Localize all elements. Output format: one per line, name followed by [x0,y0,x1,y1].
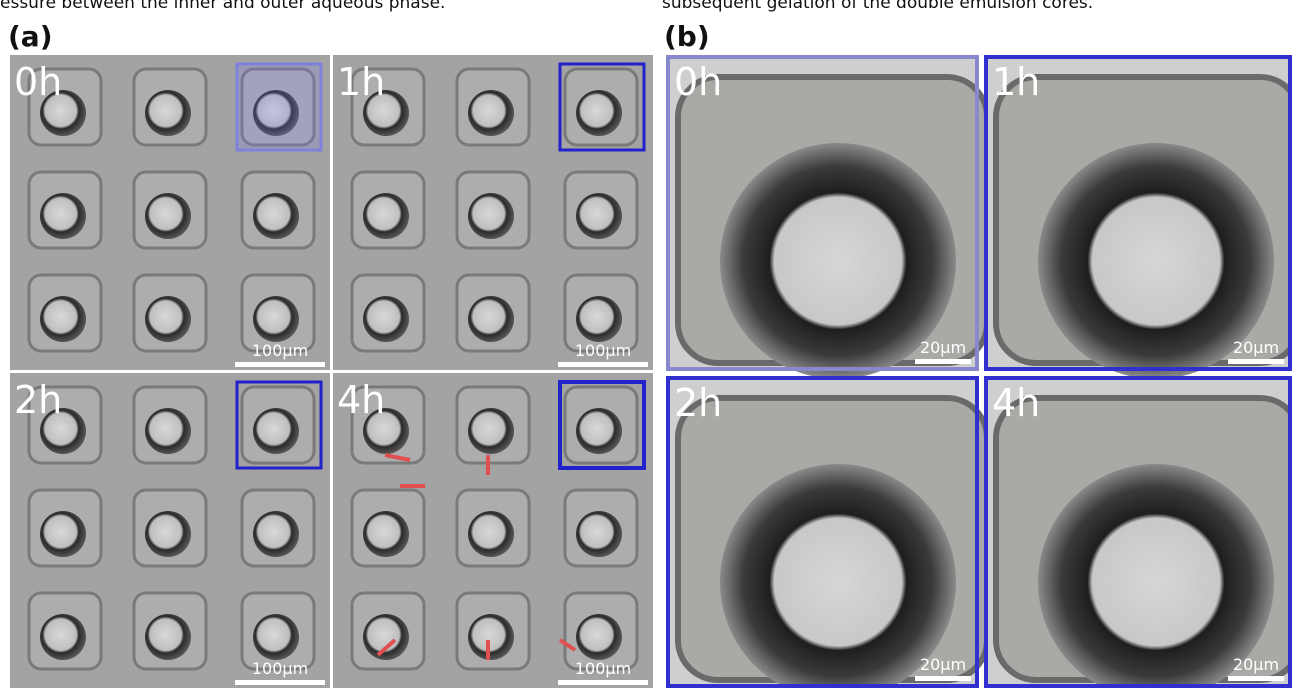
droplet [576,296,622,342]
time-label: 2h [14,378,62,422]
droplet [468,193,514,239]
droplet [363,614,409,660]
time-label: 4h [992,381,1040,425]
droplet [468,296,514,342]
droplet [145,511,191,557]
panel-label: (b) [664,20,710,53]
droplet [576,408,622,454]
time-label: 2h [674,381,722,425]
figure: essure between the inner and outer aqueo… [0,0,1292,688]
droplet [468,90,514,136]
scale-bar [235,680,325,685]
scale-label: 20µm [920,655,966,674]
scale-bar [235,362,325,367]
droplet [253,511,299,557]
droplet [145,296,191,342]
time-label: 4h [337,378,385,422]
droplet [468,408,514,454]
scale-label: 20µm [920,338,966,357]
scale-label: 100µm [252,659,308,678]
droplet [576,90,622,136]
scale-bar [558,362,648,367]
scale-bar [558,680,648,685]
scale-bar [1228,676,1284,681]
droplet [253,193,299,239]
time-label: 0h [674,60,722,104]
caption: subsequent gelation of the double emulsi… [662,0,1093,13]
droplet [40,614,86,660]
droplet [253,408,299,454]
scale-label: 20µm [1233,655,1279,674]
droplet [576,193,622,239]
droplet [576,511,622,557]
scale-bar [915,676,971,681]
droplet [363,193,409,239]
scale-label: 100µm [252,341,308,360]
time-label: 1h [337,60,385,104]
droplet [40,193,86,239]
droplet [40,511,86,557]
droplet [145,90,191,136]
droplet [468,614,514,660]
droplet [253,614,299,660]
panel-label: (a) [8,20,53,53]
droplet [145,193,191,239]
scale-bar [1228,359,1284,364]
caption: essure between the inner and outer aqueo… [0,0,445,13]
droplet [363,296,409,342]
scale-label: 100µm [575,341,631,360]
time-label: 1h [992,60,1040,104]
droplet [363,511,409,557]
droplet [576,614,622,660]
droplet [40,296,86,342]
droplet [253,296,299,342]
droplet [145,408,191,454]
scale-label: 20µm [1233,338,1279,357]
highlight-box [237,64,321,150]
droplet [145,614,191,660]
scale-label: 100µm [575,659,631,678]
scale-bar [915,359,971,364]
droplet [468,511,514,557]
time-label: 0h [14,60,62,104]
